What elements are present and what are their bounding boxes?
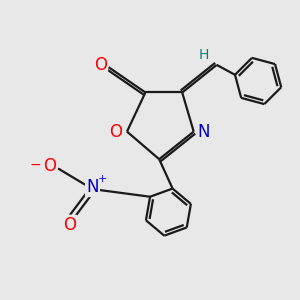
Text: O: O [109,123,122,141]
Text: −: − [29,158,41,172]
Text: O: O [63,216,76,234]
Text: H: H [199,48,209,62]
Text: N: N [86,178,99,196]
Text: +: + [98,174,107,184]
Text: O: O [94,56,107,74]
Text: O: O [43,157,56,175]
Text: N: N [198,123,210,141]
